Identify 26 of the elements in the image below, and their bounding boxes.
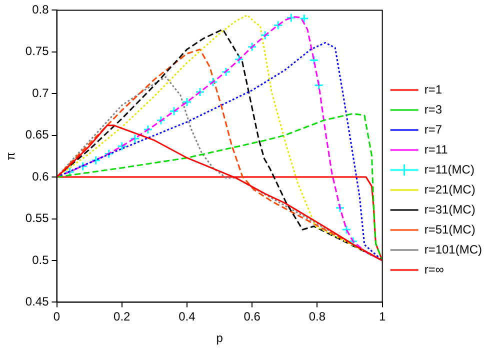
x-tick-label: 0.4	[178, 310, 196, 324]
legend-label: r=101(MC)	[424, 242, 482, 256]
legend-label: r=∞	[424, 262, 444, 276]
x-tick-label: 0.8	[308, 310, 326, 324]
y-tick-label: 0.65	[25, 128, 50, 142]
legend-label: r=11(MC)	[424, 162, 474, 176]
legend-label: r=31(MC)	[424, 202, 476, 216]
x-axis-title: p	[216, 331, 224, 346]
x-tick-label: 0.2	[114, 310, 131, 324]
y-tick-label: 0.55	[25, 211, 50, 226]
legend-label: r=7	[424, 122, 442, 136]
y-tick-label: 0.5	[32, 252, 50, 267]
y-tick-label: 0.6	[32, 169, 50, 184]
x-tick-label: 0.6	[244, 310, 261, 324]
legend-label: r=3	[424, 102, 442, 116]
y-tick-label: 0.7	[32, 86, 50, 100]
y-tick-label: 0.75	[25, 44, 50, 58]
y-axis-title: π	[4, 152, 18, 160]
legend-label: r=11	[424, 142, 448, 156]
y-tick-label: 0.45	[25, 294, 50, 309]
x-tick-label: 0	[53, 310, 60, 324]
legend-label: r=21(MC)	[424, 182, 476, 196]
legend-label: r=1	[424, 82, 442, 96]
legend-label: r=51(MC)	[424, 222, 476, 236]
x-tick-label: 1	[378, 310, 386, 324]
y-tick-label: 0.8	[32, 2, 50, 17]
